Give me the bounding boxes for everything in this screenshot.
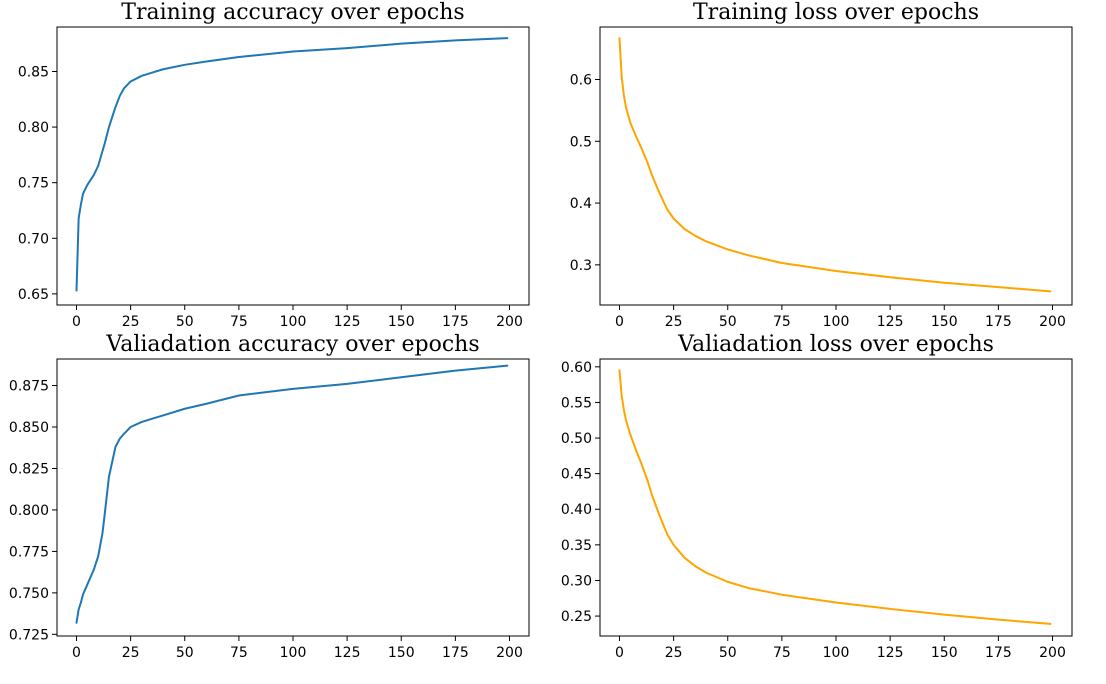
plot-frame [56, 26, 530, 306]
y-tick-label: 0.55 [561, 395, 592, 411]
y-tick-label: 0.800 [9, 503, 49, 519]
y-tick-label: 0.35 [561, 538, 592, 554]
subplot-training-loss: Training loss over epochs 0 25 50 75 100 125 15… [570, 0, 1073, 330]
plot-frame [599, 26, 1073, 306]
x-tick-label: 200 [496, 645, 523, 661]
x-tick-label: 50 [719, 314, 737, 330]
x-tick-label: 25 [122, 645, 140, 661]
x-tick-label: 0 [615, 314, 624, 330]
y-tick-label: 0.50 [561, 431, 592, 447]
x-tick-label: 175 [985, 645, 1012, 661]
x-tick-label: 75 [773, 645, 791, 661]
x-tick-label: 0 [72, 314, 81, 330]
x-tick-label: 75 [773, 314, 791, 330]
x-tick-label: 175 [442, 645, 469, 661]
x-tick-label: 50 [176, 645, 194, 661]
chart-title: Valiadation loss over epochs [677, 332, 994, 357]
x-tick-label: 200 [1039, 314, 1066, 330]
chart-title: Valiadation accuracy over epochs [105, 332, 479, 357]
x-tick-label: 50 [719, 645, 737, 661]
x-tick-label: 200 [1039, 645, 1066, 661]
series-line [75, 37, 509, 292]
chart-title: Training accuracy over epochs [121, 0, 464, 25]
series-line [618, 369, 1052, 625]
x-tick-label: 200 [496, 314, 523, 330]
plot-frame [56, 358, 530, 637]
x-tick-label: 150 [388, 645, 415, 661]
x-tick-label: 150 [931, 314, 958, 330]
y-tick-label: 0.70 [18, 231, 49, 247]
x-tick-label: 150 [388, 314, 415, 330]
y-tick-label: 0.6 [570, 73, 592, 89]
x-tick-label: 100 [823, 314, 850, 330]
x-tick-label: 100 [823, 645, 850, 661]
x-tick-label: 175 [442, 314, 469, 330]
x-tick-label: 175 [985, 314, 1012, 330]
x-tick-label: 100 [280, 314, 307, 330]
x-tick-label: 0 [72, 645, 81, 661]
y-tick-label: 0.5 [570, 134, 592, 150]
x-tick-label: 75 [230, 314, 248, 330]
series-line [618, 37, 1052, 293]
x-tick-label: 100 [280, 645, 307, 661]
y-tick-label: 0.30 [561, 573, 592, 589]
y-tick-label: 0.85 [18, 64, 49, 80]
y-tick-label: 0.45 [561, 467, 592, 483]
x-tick-label: 125 [334, 314, 361, 330]
subplot-validation-accuracy: Valiadation accuracy over epochs 0 25 50 75 1… [9, 332, 530, 661]
x-tick-label: 75 [230, 645, 248, 661]
subplot-validation-loss: Valiadation loss over epochs 0 25 50 75 100 12… [561, 332, 1073, 661]
x-tick-label: 25 [665, 314, 683, 330]
y-tick-label: 0.725 [9, 627, 49, 643]
subplot-training-accuracy: Training accuracy over epochs 0 25 50 75 100 1… [18, 0, 530, 330]
x-tick-label: 25 [122, 314, 140, 330]
x-tick-label: 150 [931, 645, 958, 661]
y-tick-label: 0.775 [9, 544, 49, 560]
y-tick-label: 0.75 [18, 176, 49, 192]
y-tick-label: 0.4 [570, 196, 592, 212]
x-tick-label: 125 [877, 314, 904, 330]
x-tick-label: 0 [615, 645, 624, 661]
y-tick-label: 0.825 [9, 461, 49, 477]
y-tick-label: 0.25 [561, 609, 592, 625]
y-tick-label: 0.40 [561, 502, 592, 518]
x-tick-label: 25 [665, 645, 683, 661]
y-tick-label: 0.875 [9, 379, 49, 395]
chart-title: Training loss over epochs [693, 0, 979, 25]
x-tick-label: 125 [334, 645, 361, 661]
series-line [75, 364, 509, 624]
y-tick-label: 0.60 [561, 360, 592, 376]
y-tick-label: 0.80 [18, 120, 49, 136]
x-tick-label: 50 [176, 314, 194, 330]
x-tick-label: 125 [877, 645, 904, 661]
y-tick-label: 0.3 [570, 258, 592, 274]
plot-frame [599, 358, 1073, 637]
y-tick-label: 0.65 [18, 287, 49, 303]
y-tick-label: 0.750 [9, 586, 49, 602]
y-tick-label: 0.850 [9, 420, 49, 436]
